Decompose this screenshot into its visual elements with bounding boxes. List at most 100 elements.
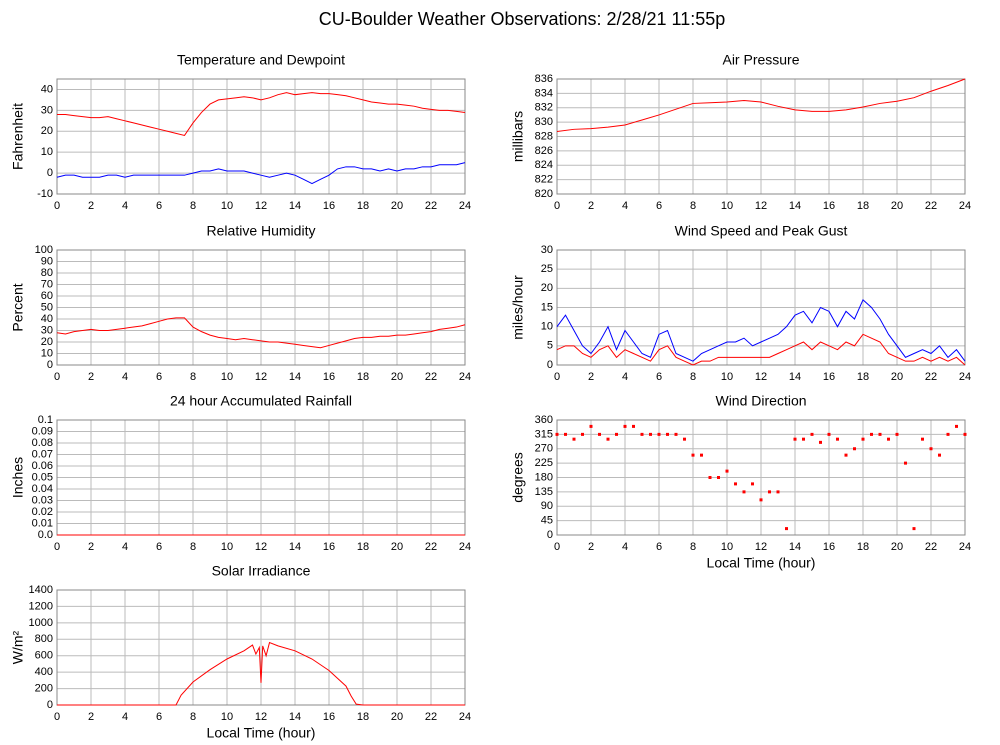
x-tick-label: 24 [459,711,471,723]
data-point [895,432,899,436]
chart-title: Wind Direction [715,393,806,409]
y-tick-label: 820 [535,188,553,200]
y-tick-label: 0 [547,529,553,541]
x-tick-label: 6 [156,541,162,553]
plot-border [56,249,466,366]
data-point [929,447,933,451]
x-tick-label: 2 [88,541,94,553]
data-point [555,432,559,436]
x-tick-label: 0 [554,371,560,383]
x-tick-label: 4 [622,541,628,553]
x-tick-label: 18 [857,371,869,383]
x-tick-label: 14 [789,541,801,553]
x-tick-label: 14 [789,371,801,383]
y-tick-label: 0.05 [32,471,53,483]
x-tick-label: 22 [425,200,437,212]
data-point [853,447,856,451]
data-point [827,432,831,436]
data-point [751,482,754,486]
data-point [793,437,797,441]
x-tick-label: 4 [122,371,128,383]
y-axis-label: Fahrenheit [10,103,26,170]
data-point [725,469,729,473]
x-tick-label: 6 [156,371,162,383]
y-axis-label: W/m² [10,630,26,664]
y-tick-label: 0.03 [32,494,53,506]
data-point [717,476,720,479]
x-tick-label: 12 [255,711,267,723]
y-tick-label: 200 [35,682,53,694]
x-tick-label: 10 [721,200,733,212]
data-point [649,432,652,436]
x-tick-label: 16 [823,200,835,212]
x-tick-label: 22 [925,200,937,212]
x-tick-label: 8 [190,711,196,723]
x-tick-label: 8 [190,200,196,212]
data-point [802,437,805,441]
y-tick-label: 0 [47,359,53,371]
y-tick-label: 0.04 [32,483,53,495]
x-tick-label: 20 [891,371,903,383]
x-tick-label: 22 [425,541,437,553]
x-tick-label: 16 [323,200,335,212]
x-tick-label: 12 [755,541,767,553]
x-tick-label: 14 [289,371,301,383]
chart-title: Relative Humidity [207,223,316,239]
chart-title: 24 hour Accumulated Rainfall [170,393,352,409]
x-tick-label: 12 [255,371,267,383]
x-tick-label: 4 [622,371,628,383]
y-tick-label: 70 [41,278,53,290]
y-tick-label: 360 [535,414,553,426]
x-tick-label: 2 [88,371,94,383]
y-tick-label: 834 [535,87,553,99]
x-tick-label: 8 [190,371,196,383]
data-line [56,317,466,349]
data-point [759,498,763,502]
x-tick-label: 14 [289,200,301,212]
data-point [615,432,618,436]
data-point [904,461,907,465]
data-point [946,432,950,436]
data-point [640,432,644,436]
y-tick-label: -10 [37,188,53,200]
data-point [870,432,873,436]
y-tick-label: 400 [35,666,53,678]
y-tick-label: 20 [541,282,553,294]
y-axis-label: miles/hour [510,275,526,340]
data-point [623,424,627,428]
y-tick-label: 826 [535,145,553,157]
data-point [581,432,584,436]
y-tick-label: 45 [541,515,553,527]
x-tick-label: 0 [54,711,60,723]
y-tick-label: 60 [41,290,53,302]
data-line [57,641,465,706]
x-tick-label: 16 [323,711,335,723]
data-point [572,437,576,441]
data-point [734,482,737,486]
data-point [589,424,593,428]
data-point [768,490,771,494]
y-tick-label: 225 [535,457,553,469]
chart-title: Solar Irradiance [212,563,311,579]
y-tick-label: 135 [535,486,553,498]
y-tick-label: 830 [535,116,553,128]
y-tick-label: 0.0 [38,529,53,541]
data-point [683,437,686,441]
x-tick-label: 0 [54,541,60,553]
data-point [955,424,958,428]
y-tick-label: 20 [41,125,53,137]
data-point [708,476,712,479]
y-tick-label: 30 [41,104,53,116]
data-point [674,432,678,436]
chart-title: Wind Speed and Peak Gust [675,223,848,239]
chart-title: Air Pressure [722,52,799,68]
x-tick-label: 0 [54,371,60,383]
x-tick-label: 10 [721,371,733,383]
x-tick-label: 22 [425,711,437,723]
y-tick-label: 30 [541,244,553,256]
y-tick-label: 1200 [29,600,53,612]
x-tick-label: 22 [925,371,937,383]
x-tick-label: 24 [959,371,971,383]
x-tick-label: 4 [122,711,128,723]
